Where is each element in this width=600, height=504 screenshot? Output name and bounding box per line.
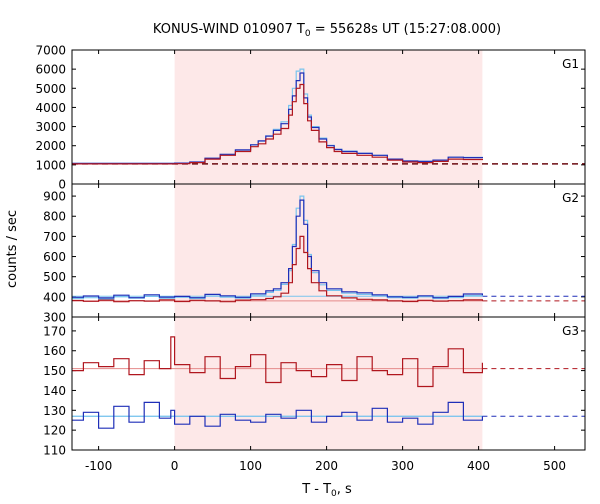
series-red [72, 83, 483, 165]
y-tick-label: 900 [43, 190, 66, 204]
x-tick-label: -100 [85, 459, 112, 473]
y-tick-label: 5000 [35, 82, 66, 96]
y-tick-label: 3000 [35, 120, 66, 134]
series-red [72, 336, 483, 388]
y-tick-label: 150 [43, 364, 66, 378]
y-tick-label: 800 [43, 210, 66, 224]
x-tick-label: 200 [315, 459, 338, 473]
y-axis-label: counts / sec [5, 210, 20, 288]
y-tick-label: 140 [43, 384, 66, 398]
shaded-interval [174, 317, 483, 450]
panel-label: G2 [562, 191, 579, 205]
y-tick-label: 170 [43, 324, 66, 338]
chart-title: KONUS-WIND 010907 T0 = 55628s UT (15:27:… [153, 22, 501, 39]
x-tick-label: 500 [543, 459, 566, 473]
y-tick-label: 7000 [35, 44, 66, 58]
panels: 01000200030004000500060007000G1300400500… [35, 44, 586, 473]
y-tick-label: 300 [43, 311, 66, 325]
series-red [72, 235, 483, 303]
y-tick-label: 1000 [35, 158, 66, 172]
panel-g1: 0 1000 2000 3000 4000 5000 6000 7000 G1 [35, 44, 586, 192]
x-tick-label: 100 [239, 459, 262, 473]
y-tick-label: 4000 [35, 101, 66, 115]
y-tick-label: 110 [43, 444, 66, 458]
series-blue [72, 401, 483, 429]
x-tick-label: 0 [171, 459, 179, 473]
y-tick-label: 130 [43, 404, 66, 418]
x-axis-label: T - T0, s [301, 482, 352, 499]
y-tick-label: 6000 [35, 63, 66, 77]
y-tick-label: 2000 [35, 139, 66, 153]
y-tick-label: 600 [43, 250, 66, 264]
y-tick-label: 400 [43, 290, 66, 304]
shaded-interval [174, 184, 483, 317]
y-tick-label: 500 [43, 270, 66, 284]
series-blue [72, 199, 483, 299]
panel-frame [71, 316, 586, 451]
panel-g3: 110 120 130 140 150 160 170 G3 [43, 316, 586, 458]
y-tick-label: 120 [43, 424, 66, 438]
panel-label: G3 [562, 324, 579, 338]
x-tick-label: 300 [391, 459, 414, 473]
y-tick-label: 0 [58, 178, 66, 192]
y-tick-label: 700 [43, 230, 66, 244]
x-tick-label: 400 [467, 459, 490, 473]
y-tick-label: 160 [43, 344, 66, 358]
panel-g2: 300 400 500 600 700 800 900 G2 [43, 183, 586, 325]
panel-label: G1 [562, 57, 579, 71]
